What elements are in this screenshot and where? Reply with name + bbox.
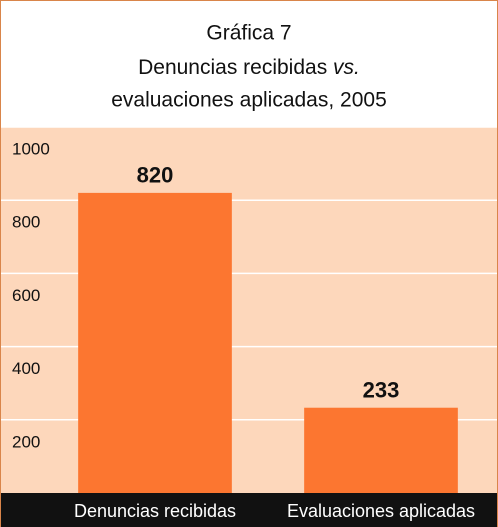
chart-title: Gráfica 7 [206, 22, 291, 45]
y-tick-label: 800 [12, 213, 40, 232]
y-tick-label: 400 [12, 359, 40, 378]
x-tick-label: Evaluaciones aplicadas [287, 501, 475, 521]
bar [78, 192, 232, 493]
chart-subtitle: evaluaciones aplicadas, 2005 [111, 89, 387, 112]
chart-subtitle: Denuncias recibidas vs. [138, 56, 360, 79]
value-label: 820 [137, 163, 174, 188]
y-tick-label: 600 [12, 286, 40, 305]
x-axis-band [1, 493, 497, 527]
subtitle-part: Denuncias recibidas [138, 56, 327, 79]
bar [304, 407, 458, 493]
y-tick-label: 1000 [12, 139, 50, 158]
x-tick-label: Denuncias recibidas [74, 501, 236, 521]
subtitle-part: vs. [333, 56, 360, 79]
y-tick-label: 200 [12, 432, 40, 451]
value-label: 233 [363, 378, 400, 403]
